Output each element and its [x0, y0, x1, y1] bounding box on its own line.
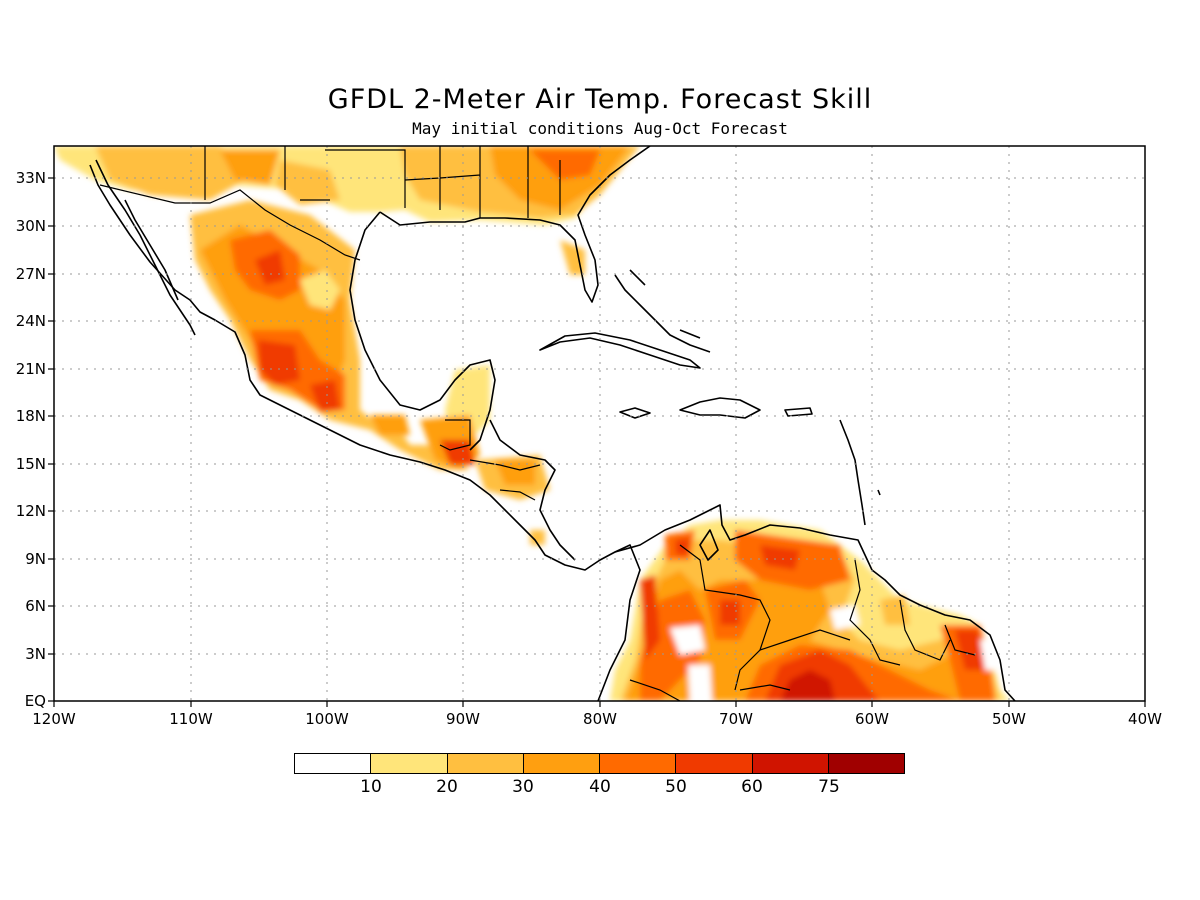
coastlines [89, 146, 1016, 701]
coastline-cuba [539, 332, 701, 369]
borders [99, 146, 976, 701]
skill-region [530, 150, 600, 180]
skill-region [370, 415, 410, 435]
color-bar-label: 60 [741, 777, 763, 797]
color-bar [294, 753, 905, 774]
border-us-mexico [99, 184, 361, 261]
color-bar-box [447, 754, 524, 773]
skill-region [95, 146, 245, 200]
border-colombia-venezuela [679, 544, 771, 691]
color-bar-label: 75 [818, 777, 840, 797]
lon-label: 100W [305, 710, 349, 728]
color-bar-box [828, 754, 904, 773]
map-title: GFDL 2-Meter Air Temp. Forecast Skill [327, 84, 873, 115]
coastline-hispaniola [679, 397, 761, 419]
color-bar-label: 40 [589, 777, 611, 797]
color-bar-box [600, 754, 677, 773]
border-guyana [849, 559, 901, 666]
skill-region [720, 600, 740, 625]
skill-region [275, 160, 340, 205]
skill-region [560, 240, 585, 275]
coastline-antilles [839, 419, 881, 526]
lat-label: 18N [15, 407, 46, 425]
axis-ticks [48, 177, 1146, 707]
skill-region [760, 545, 800, 570]
color-bar-box [295, 754, 372, 773]
lat-label: 15N [15, 455, 46, 473]
coastline-lake-maracaibo [699, 529, 719, 561]
lat-label: EQ [24, 692, 46, 710]
lon-label: 90W [446, 710, 480, 728]
border-guatemala [439, 419, 471, 451]
skill-region [955, 630, 985, 670]
lat-label: 6N [25, 597, 46, 615]
color-bar-box [523, 754, 600, 773]
lon-label: 120W [32, 710, 76, 728]
skill-region [310, 380, 340, 412]
color-bar-box [676, 754, 753, 773]
coastline-gulf [379, 146, 651, 303]
lon-label: 110W [169, 710, 213, 728]
coastline-south-america-north [614, 504, 1016, 701]
map-subtitle: May initial conditions Aug-Oct Forecast [412, 119, 788, 138]
skill-region [688, 665, 712, 701]
coastline-puerto-rico [784, 407, 813, 417]
color-bar-label: 30 [512, 777, 534, 797]
color-bar-box [752, 754, 829, 773]
lat-label: 9N [25, 550, 46, 568]
border-ecuador [629, 679, 681, 701]
lon-label: 40W [1128, 710, 1162, 728]
color-bar-box [371, 754, 448, 773]
skill-region [780, 670, 835, 701]
border-honduras [469, 459, 541, 471]
coastline-central-america [489, 419, 576, 561]
skill-region [670, 625, 705, 655]
lat-label: 30N [15, 217, 46, 235]
skill-region [258, 340, 300, 385]
coastline-mexico-pacific [89, 164, 641, 701]
lon-label: 60W [855, 710, 889, 728]
lat-label: 24N [15, 312, 46, 330]
skill-shading [54, 146, 1010, 701]
skill-region [530, 530, 545, 545]
color-bar-label: 50 [665, 777, 687, 797]
skill-region [300, 270, 340, 310]
gridlines [54, 146, 1145, 701]
coastline-gulf-west [349, 211, 496, 451]
lon-label: 80W [583, 710, 617, 728]
coastline-bahamas [614, 269, 711, 353]
skill-region [255, 250, 285, 285]
skill-region [880, 595, 910, 625]
coastline-jamaica [619, 407, 651, 419]
skill-region [220, 150, 280, 185]
border-suriname [899, 599, 976, 661]
lat-label: 33N [15, 169, 46, 187]
color-bar-label: 20 [436, 777, 458, 797]
coastline-baja [95, 159, 196, 336]
color-bar-label: 10 [360, 777, 382, 797]
lat-label: 3N [25, 645, 46, 663]
lat-label: 27N [15, 265, 46, 283]
border-nicaragua [499, 489, 536, 501]
lat-label: 21N [15, 360, 46, 378]
lon-label: 70W [719, 710, 753, 728]
lon-label: 50W [992, 710, 1026, 728]
border-brazil [739, 629, 851, 691]
skill-region [640, 575, 660, 660]
lat-label: 12N [15, 502, 46, 520]
